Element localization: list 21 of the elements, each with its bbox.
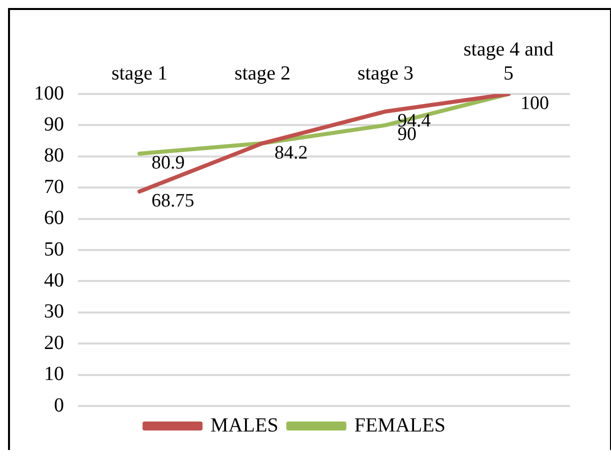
y-tick-label: 100 [34,82,64,104]
y-tick-label: 50 [44,238,64,260]
y-tick-label: 10 [44,363,64,386]
y-tick-label: 70 [44,176,64,198]
y-tick-label: 80 [44,144,64,167]
legend-label: MALES [210,414,278,436]
data-label: 100 [520,92,549,114]
data-label: 80.9 [152,152,185,174]
x-tick-label: stage 3 [357,62,414,84]
data-label: 84.2 [274,142,308,164]
x-tick-label: stage 2 [234,62,291,84]
y-tick-label: 90 [44,113,64,136]
x-tick-label: stage 1 [111,62,168,84]
y-tick-label: 60 [44,207,64,230]
x-tick-label: stage 4 and 5 [464,38,554,84]
y-tick-label: 30 [44,300,64,323]
y-tick-label: 40 [44,269,64,292]
legend-label: FEMALES [354,414,446,436]
y-tick-label: 20 [44,332,64,354]
data-label: 68.75 [152,190,194,212]
y-tick-label: 0 [54,394,64,416]
